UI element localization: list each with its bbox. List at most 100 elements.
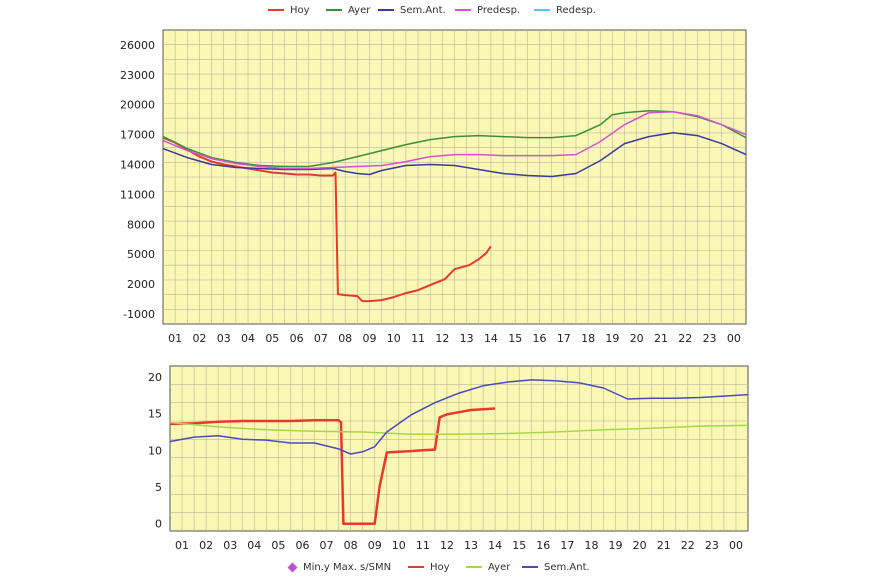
legend-swatch (378, 9, 394, 11)
x-tick-label: 12 (435, 332, 449, 345)
series-line-predesp- (162, 110, 747, 170)
x-tick-label: 09 (368, 539, 382, 552)
x-tick-label: 12 (440, 539, 454, 552)
x-tick-label: 15 (512, 539, 526, 552)
x-tick-label: 08 (344, 539, 358, 552)
legend-item: Predesp. (455, 3, 520, 17)
x-tick-label: 15 (508, 332, 522, 345)
x-tick-label: 19 (609, 539, 623, 552)
legend-item: Hoy (408, 560, 450, 574)
bottom-legend: Min.y Max. s/SMN Hoy Ayer Sem.Ant. (0, 558, 870, 576)
x-tick-label: 06 (290, 332, 304, 345)
x-tick-label: 00 (729, 539, 743, 552)
x-tick-label: 20 (630, 332, 644, 345)
x-tick-label: 10 (387, 332, 401, 345)
x-tick-label: 21 (654, 332, 668, 345)
legend-swatch (268, 9, 284, 11)
x-tick-label: 19 (605, 332, 619, 345)
y-tick-label: 23000 (120, 69, 155, 82)
x-tick-label: 21 (657, 539, 671, 552)
legend-label: Ayer (488, 561, 511, 573)
x-tick-label: 04 (247, 539, 261, 552)
x-tick-label: 22 (681, 539, 695, 552)
y-tick-label: 11000 (120, 188, 155, 201)
legend-item: Sem.Ant. (378, 3, 446, 17)
x-tick-label: 11 (411, 332, 425, 345)
x-tick-label: 00 (727, 332, 741, 345)
x-tick-label: 13 (464, 539, 478, 552)
y-tick-label: 15 (148, 408, 162, 421)
gridlines (163, 30, 746, 324)
y-tick-label: 26000 (120, 39, 155, 52)
legend-swatch (326, 9, 342, 11)
x-tick-label: 06 (295, 539, 309, 552)
y-tick-label: 20 (148, 371, 162, 384)
legend-diamond-marker (287, 562, 298, 572)
legend-item: Ayer (326, 3, 370, 17)
x-tick-label: 14 (484, 332, 498, 345)
y-tick-label: 2000 (127, 278, 155, 291)
x-tick-label: 01 (175, 539, 189, 552)
y-tick-label: -1000 (123, 308, 155, 321)
legend-label: Redesp. (556, 4, 596, 16)
series-line-ayer (169, 421, 749, 435)
x-tick-label: 07 (314, 332, 328, 345)
x-tick-label: 14 (488, 539, 502, 552)
series-line-ayer (162, 109, 747, 168)
legend-label: Min.y Max. s/SMN (303, 561, 392, 573)
x-tick-label: 11 (416, 539, 430, 552)
legend-item: Sem.Ant. (522, 560, 590, 574)
series-line-hoy (162, 136, 492, 303)
series-line-sem-ant- (169, 379, 749, 455)
x-tick-label: 23 (703, 332, 717, 345)
x-tick-label: 17 (557, 332, 571, 345)
x-tick-label: 16 (536, 539, 550, 552)
y-tick-label: 20000 (120, 99, 155, 112)
y-tick-label: 17000 (120, 129, 155, 142)
legend-swatch (534, 9, 550, 11)
series-line-hoy (169, 407, 496, 525)
x-tick-label: 10 (392, 539, 406, 552)
x-tick-label: 23 (705, 539, 719, 552)
x-tick-label: 18 (584, 539, 598, 552)
x-tick-label: 05 (265, 332, 279, 345)
y-tick-label: 8000 (127, 218, 155, 231)
x-tick-label: 20 (633, 539, 647, 552)
bottom-chart: 20 15 10 5 0 01 02 03 04 05 06 07 08 09 10 11 12 13 14 15 16… (148, 365, 749, 552)
x-tick-label: 02 (199, 539, 213, 552)
x-tick-label: 13 (460, 332, 474, 345)
x-tick-label: 18 (581, 332, 595, 345)
y-tick-label: 0 (155, 518, 162, 531)
y-tick-label: 5000 (127, 248, 155, 261)
legend-swatch (408, 566, 424, 568)
x-tick-label: 16 (533, 332, 547, 345)
x-tick-label: 03 (217, 332, 231, 345)
legend-label: Sem.Ant. (544, 561, 590, 573)
legend-label: Ayer (348, 4, 371, 16)
y-tick-label: 14000 (120, 159, 155, 172)
x-tick-label: 01 (168, 332, 182, 345)
x-tick-label: 03 (223, 539, 237, 552)
legend-swatch (522, 566, 538, 568)
legend-item: Redesp. (534, 3, 596, 17)
legend-label: Hoy (290, 4, 310, 16)
legend-item: Hoy (268, 3, 310, 17)
legend-item: Min.y Max. s/SMN (286, 560, 391, 574)
x-tick-label: 02 (192, 332, 206, 345)
legend-swatch (466, 566, 482, 568)
top-legend: Hoy Ayer Sem.Ant. Predesp. Redesp. (0, 1, 870, 19)
legend-swatch (455, 9, 471, 11)
legend-label: Sem.Ant. (400, 4, 446, 16)
x-tick-label: 17 (560, 539, 574, 552)
legend-item: Ayer (466, 560, 510, 574)
x-tick-label: 05 (271, 539, 285, 552)
gridlines (170, 366, 748, 531)
y-tick-label: 5 (155, 481, 162, 494)
x-tick-label: 09 (362, 332, 376, 345)
x-tick-label: 22 (678, 332, 692, 345)
series-line-sem-ant- (162, 131, 747, 178)
x-tick-label: 07 (320, 539, 334, 552)
x-tick-label: 08 (338, 332, 352, 345)
x-tick-label: 04 (241, 332, 255, 345)
